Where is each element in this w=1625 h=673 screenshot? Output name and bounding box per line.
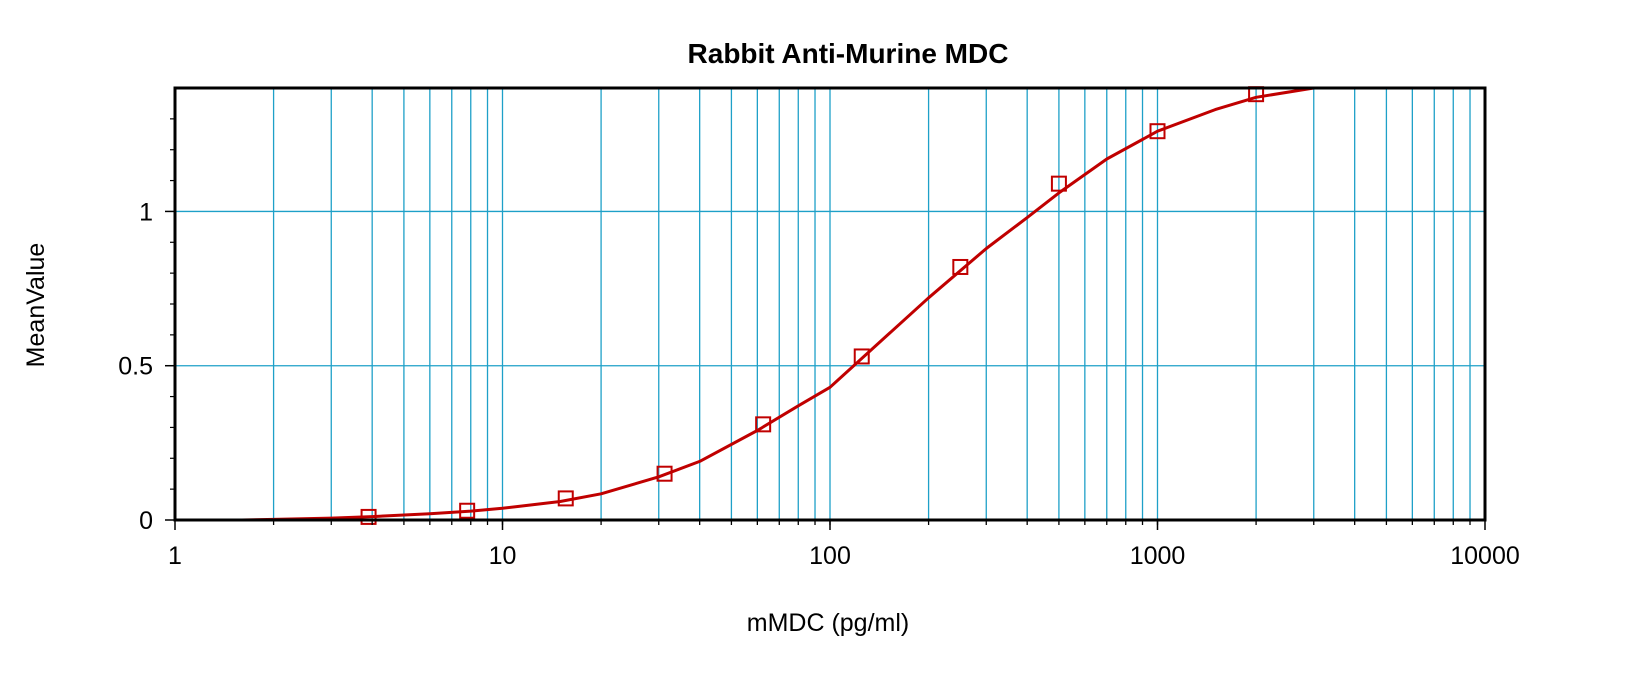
- x-tick-label: 100: [809, 542, 851, 570]
- data-points: [360, 86, 1265, 525]
- data-point: [656, 465, 673, 482]
- data-point: [557, 490, 574, 507]
- x-tick-label: 1000: [1130, 542, 1186, 570]
- x-tick-label: 10: [489, 542, 517, 570]
- x-tick-label: 10000: [1450, 542, 1520, 570]
- x-axis-label: mMDC (pg/ml): [747, 609, 910, 637]
- grid: [175, 88, 1485, 520]
- y-axis-label: MeanValue: [22, 243, 50, 368]
- axis-ticks: [165, 118, 1486, 530]
- data-point: [1149, 123, 1166, 140]
- fit-curve-group: [241, 86, 1315, 522]
- data-point: [853, 348, 870, 365]
- y-tick-label: 0.5: [118, 353, 153, 381]
- data-point: [360, 508, 377, 525]
- y-tick-label: 0: [139, 507, 153, 535]
- data-point: [459, 502, 476, 519]
- data-point: [1050, 175, 1067, 192]
- fit-curve: [241, 86, 1315, 522]
- data-point: [952, 258, 969, 275]
- y-tick-label: 1: [139, 198, 153, 226]
- tick-labels: 1 10 100 1000 10000 0 0.5 1: [118, 198, 1520, 570]
- x-tick-label: 1: [168, 542, 182, 570]
- data-point: [755, 416, 772, 433]
- chart-title: Rabbit Anti-Murine MDC: [688, 38, 1009, 69]
